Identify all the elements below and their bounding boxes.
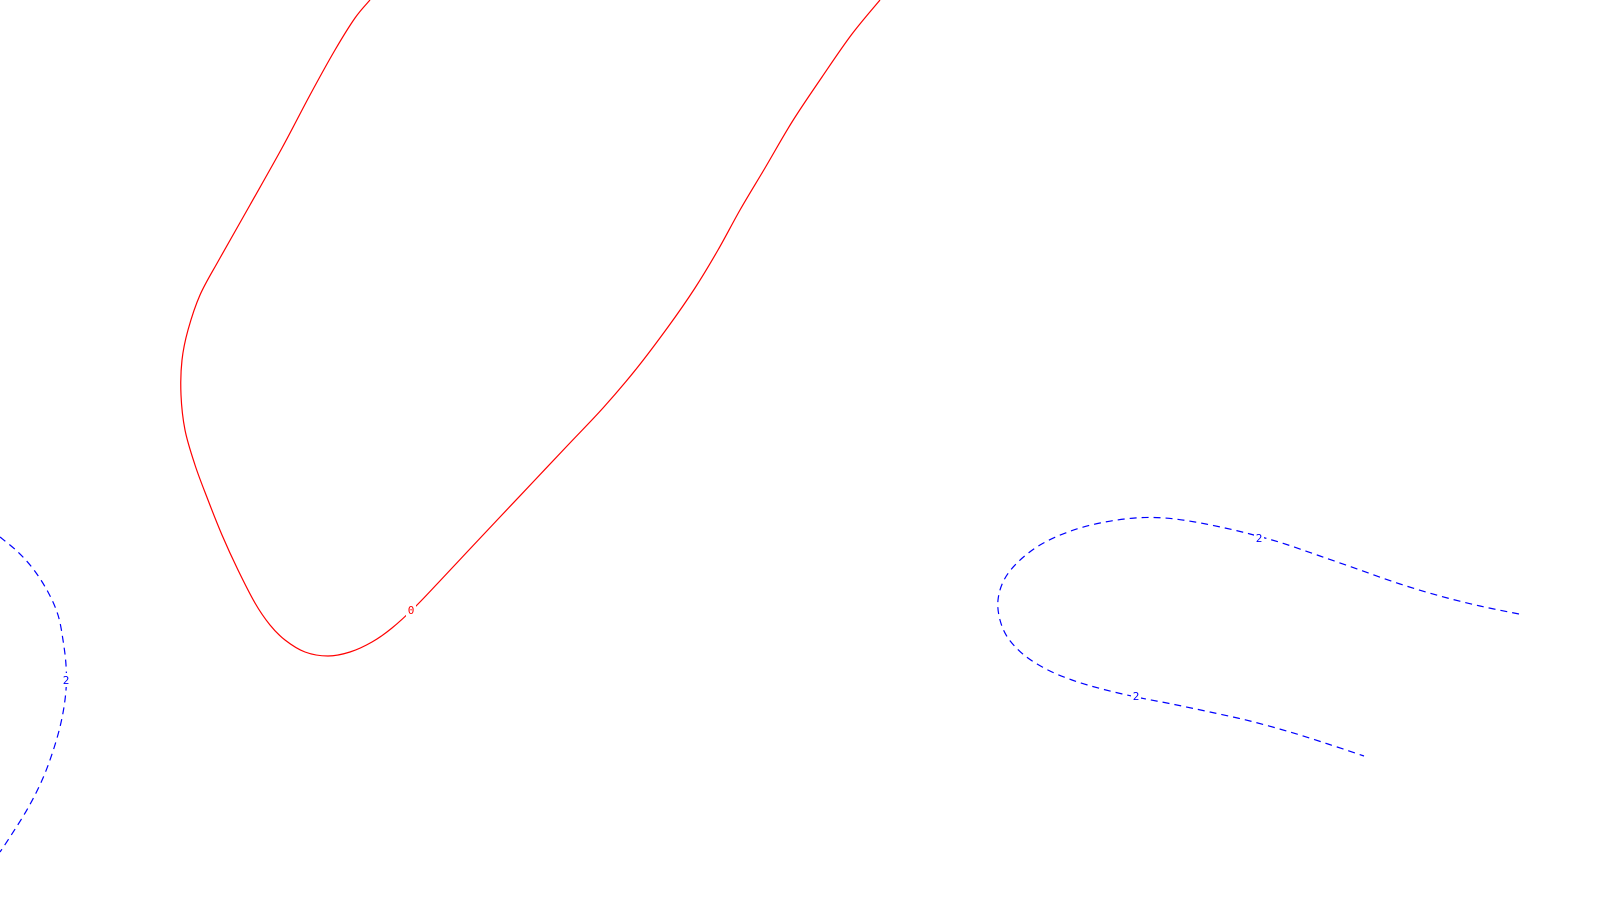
contour-label-gap bbox=[406, 603, 416, 617]
contour-label-gap bbox=[1131, 689, 1141, 703]
contour-label: 0 bbox=[408, 604, 415, 617]
contour-line-level-0-0 bbox=[180, 0, 881, 657]
contour-label-gap bbox=[1254, 531, 1264, 545]
contour-labels: 0 2 2 2 bbox=[61, 531, 1264, 703]
contour-line-level-2-2 bbox=[997, 516, 1520, 757]
contour-label-gap bbox=[61, 673, 71, 687]
contour-label: 2 bbox=[1256, 532, 1263, 545]
contour-label: 2 bbox=[1133, 690, 1140, 703]
contour-label: 2 bbox=[63, 674, 70, 687]
